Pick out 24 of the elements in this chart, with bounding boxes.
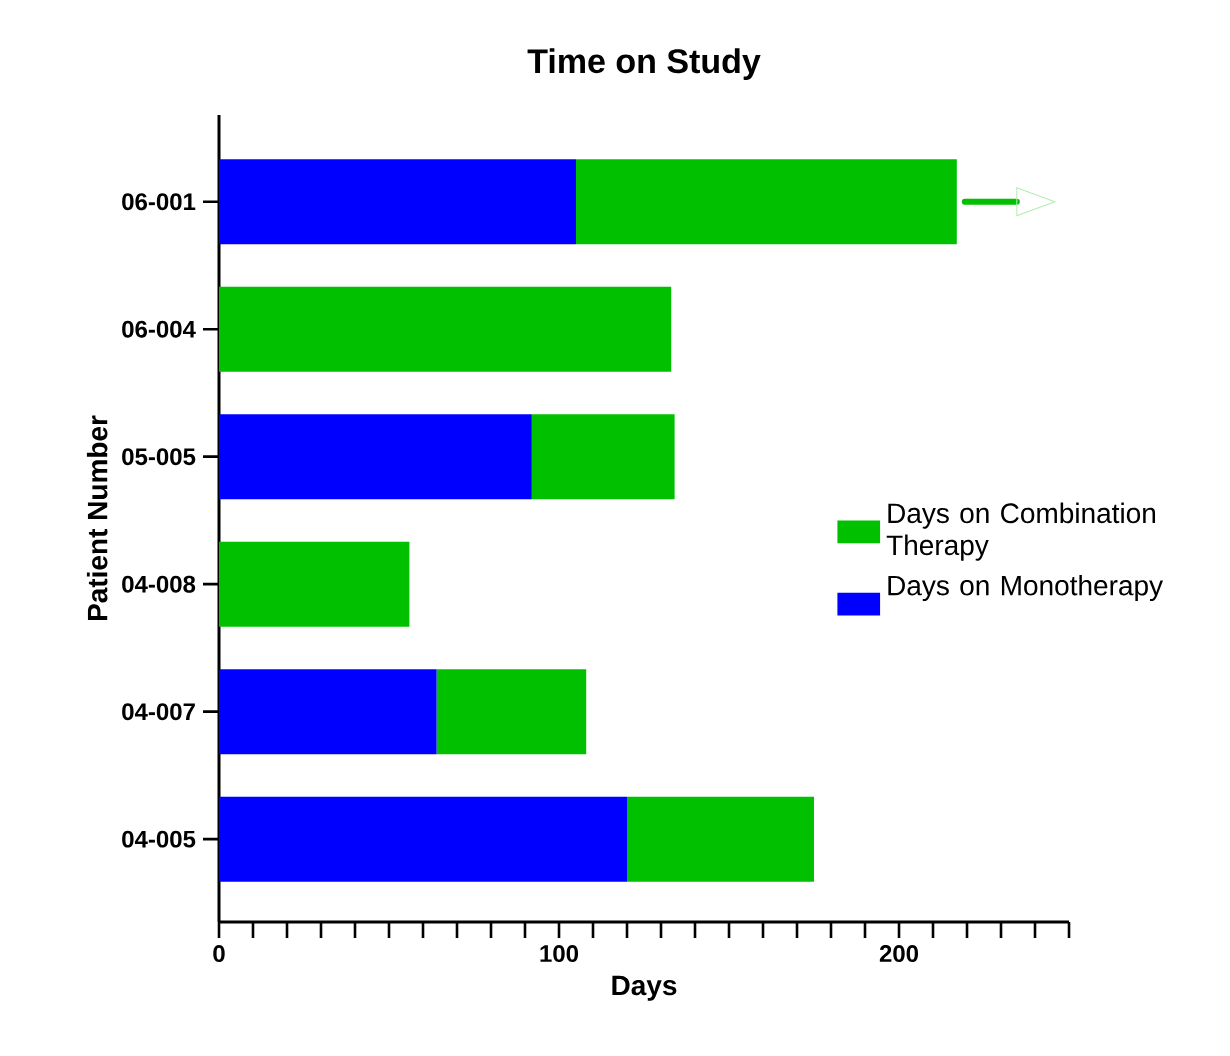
x-tick-label: 0 bbox=[213, 945, 225, 963]
legend-label: Days on Combination Therapy bbox=[886, 502, 1156, 561]
bar bbox=[219, 286, 672, 372]
y-tick-label: 04-005 bbox=[122, 830, 196, 848]
y-tick-label: 06-004 bbox=[122, 320, 196, 338]
bar bbox=[219, 796, 628, 882]
bar bbox=[627, 796, 815, 882]
x-tick-label: 200 bbox=[879, 945, 919, 963]
x-tick-label: 100 bbox=[540, 945, 579, 963]
y-axis-title: Patient Number bbox=[86, 415, 108, 621]
bar bbox=[531, 414, 675, 500]
y-tick-label: 04-008 bbox=[122, 575, 196, 593]
y-tick-label: 05-005 bbox=[122, 448, 196, 466]
bar bbox=[219, 159, 577, 245]
bar bbox=[219, 414, 532, 500]
legend-label: Days on Monotherapy bbox=[888, 574, 1164, 602]
bar bbox=[219, 541, 410, 627]
y-tick-label: 04-007 bbox=[122, 703, 195, 721]
y-tick-label: 06-001 bbox=[122, 193, 196, 211]
bar bbox=[576, 159, 957, 245]
bar bbox=[219, 669, 437, 755]
chart-title: Time on Study bbox=[527, 48, 761, 80]
bar bbox=[436, 669, 587, 755]
x-axis-title: Days bbox=[612, 975, 677, 1001]
